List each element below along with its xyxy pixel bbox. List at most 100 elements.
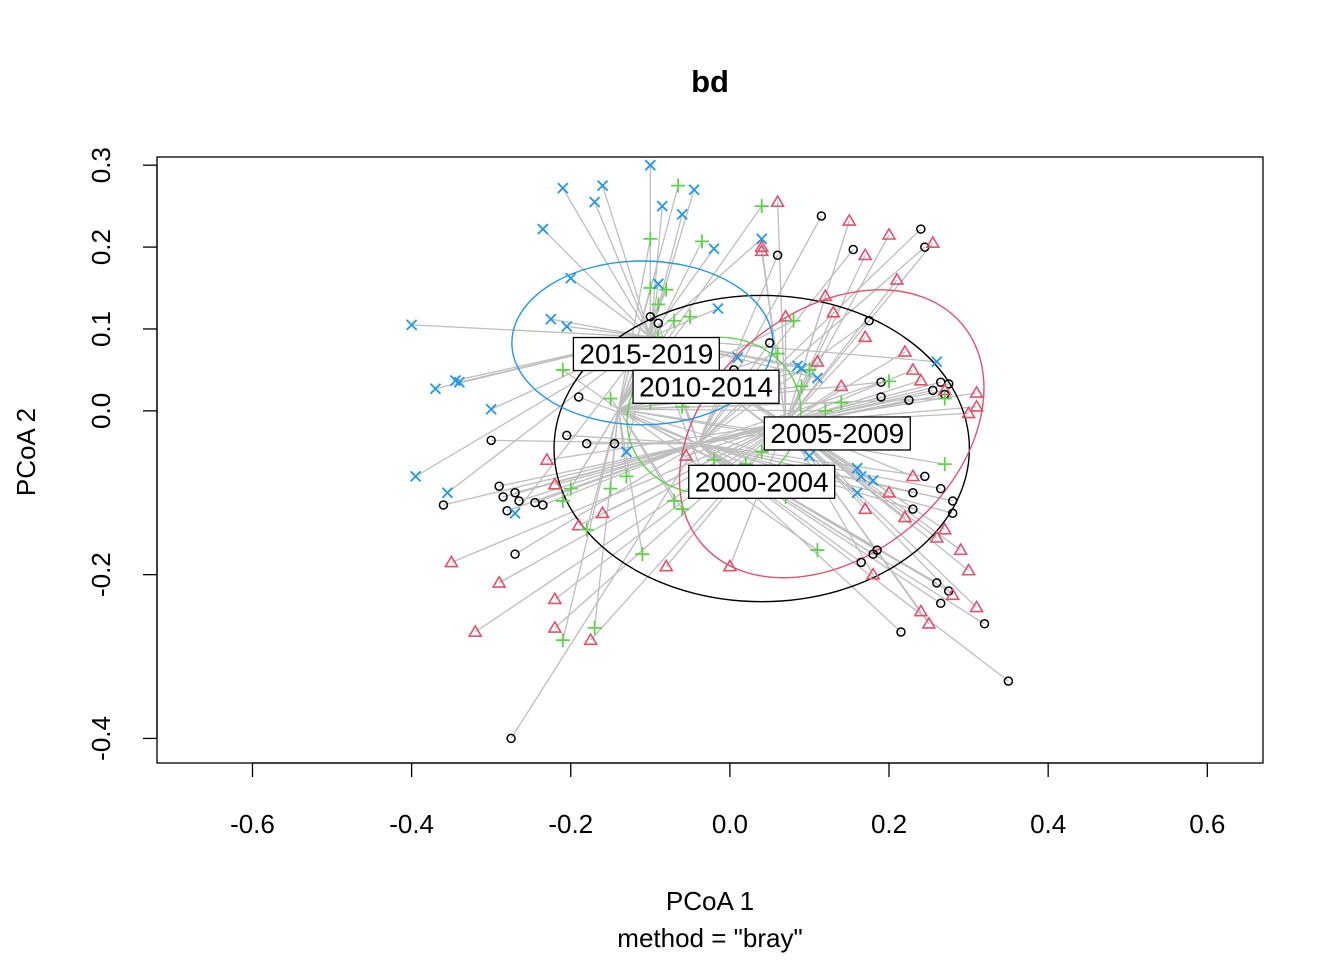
point-2015-2019 (688, 184, 700, 196)
distance-segment (451, 422, 786, 563)
point-2010-2014 (683, 309, 698, 324)
distance-segment (590, 422, 787, 641)
x-tick-label: -0.2 (548, 809, 593, 839)
point-2005-2009 (678, 448, 694, 461)
distance-segment (649, 248, 715, 338)
distance-segment (514, 443, 699, 555)
point-2000-2004 (609, 438, 620, 449)
distance-segment (785, 254, 866, 424)
distance-segment (474, 422, 786, 633)
distance-segment (617, 238, 651, 410)
ellipse-2015-2019 (511, 260, 774, 426)
y-tick-label: 0.0 (86, 393, 116, 429)
point-2000-2004 (816, 211, 827, 221)
point-2015-2019 (795, 362, 808, 374)
point-2005-2009 (969, 385, 984, 398)
distance-segment (785, 279, 898, 424)
x-tick-label: 0.0 (712, 809, 748, 839)
distance-segment (562, 409, 620, 641)
point-2015-2019 (596, 180, 609, 192)
point-2005-2009 (658, 558, 674, 572)
distance-segment (761, 251, 787, 424)
y-tick-label: 0.2 (86, 229, 116, 265)
point-2010-2014 (659, 282, 674, 297)
point-2015-2019 (441, 487, 454, 499)
distance-segment (593, 409, 620, 628)
point-2015-2019 (409, 470, 422, 483)
point-2000-2004 (494, 481, 504, 491)
point-2005-2009 (889, 272, 905, 285)
point-2000-2004 (645, 311, 656, 322)
point-2000-2004 (502, 506, 512, 516)
distance-segment (776, 202, 787, 424)
point-2015-2019 (545, 313, 557, 325)
point-2010-2014 (555, 493, 570, 508)
distance-segment (785, 336, 866, 424)
point-2000-2004 (916, 224, 926, 234)
y-axis: -0.4 -0.2 0.0 0.1 0.2 0.3 (86, 147, 158, 761)
centroid-label: 2015-2019 (572, 336, 720, 372)
point-2015-2019 (756, 233, 768, 245)
point-2005-2009 (810, 354, 825, 367)
point-2015-2019 (620, 446, 633, 458)
distance-segment (562, 369, 619, 410)
point-2015-2019 (811, 372, 824, 384)
distance-segment (518, 443, 699, 502)
point-2005-2009 (905, 468, 921, 482)
point-2000-2004 (920, 471, 930, 482)
x-tick-label: 0.2 (871, 809, 907, 839)
point-2010-2014 (667, 313, 682, 328)
distance-segment (618, 402, 842, 410)
point-2000-2004 (772, 250, 783, 261)
point-2005-2009 (595, 505, 610, 519)
point-2005-2009 (945, 587, 961, 601)
distance-segment (514, 442, 699, 494)
point-2000-2004 (908, 488, 918, 498)
point-2015-2019 (557, 182, 569, 194)
point-2010-2014 (770, 346, 785, 361)
point-2005-2009 (961, 562, 976, 576)
distance-segment (617, 409, 644, 555)
x-tick-label: -0.6 (230, 809, 275, 839)
centroid-label-box (632, 369, 780, 404)
point-2005-2009 (833, 378, 849, 392)
point-2015-2019 (453, 376, 465, 388)
point-2000-2004 (764, 338, 775, 348)
point-2010-2014 (802, 362, 817, 377)
point-2000-2004 (896, 627, 906, 637)
point-2005-2009 (770, 194, 786, 208)
centroid-label-text: 2015-2019 (579, 339, 713, 370)
point-2005-2009 (929, 530, 945, 543)
point-2005-2009 (491, 575, 507, 588)
distance-segment (554, 422, 787, 629)
point-2010-2014 (675, 502, 690, 517)
point-2010-2014 (579, 522, 594, 537)
point-2010-2014 (651, 297, 666, 312)
point-2015-2019 (855, 470, 867, 483)
centroid-label-text: 2000-2004 (695, 466, 829, 497)
point-2000-2004 (514, 496, 524, 506)
distance-segment (411, 324, 651, 338)
point-2010-2014 (937, 391, 952, 406)
centroid-label-box (688, 464, 836, 499)
point-2005-2009 (825, 305, 841, 318)
point-2005-2009 (913, 603, 929, 617)
point-2005-2009 (857, 501, 873, 515)
point-2005-2009 (913, 372, 929, 386)
point-2015-2019 (656, 200, 668, 212)
distance-segment (650, 307, 719, 338)
point-2015-2019 (851, 487, 863, 499)
ellipse-2000-2004 (553, 294, 971, 603)
y-axis-label: PCoA 2 (11, 408, 41, 496)
point-2000-2004 (573, 392, 584, 402)
point-2010-2014 (619, 469, 634, 484)
point-2010-2014 (810, 543, 825, 558)
point-2010-2014 (603, 391, 618, 406)
distance-segment (697, 228, 922, 445)
point-2010-2014 (794, 379, 809, 394)
distance-segment (498, 422, 786, 584)
point-2010-2014 (587, 620, 602, 635)
point-2000-2004 (510, 488, 520, 498)
distance-segment (554, 422, 786, 486)
